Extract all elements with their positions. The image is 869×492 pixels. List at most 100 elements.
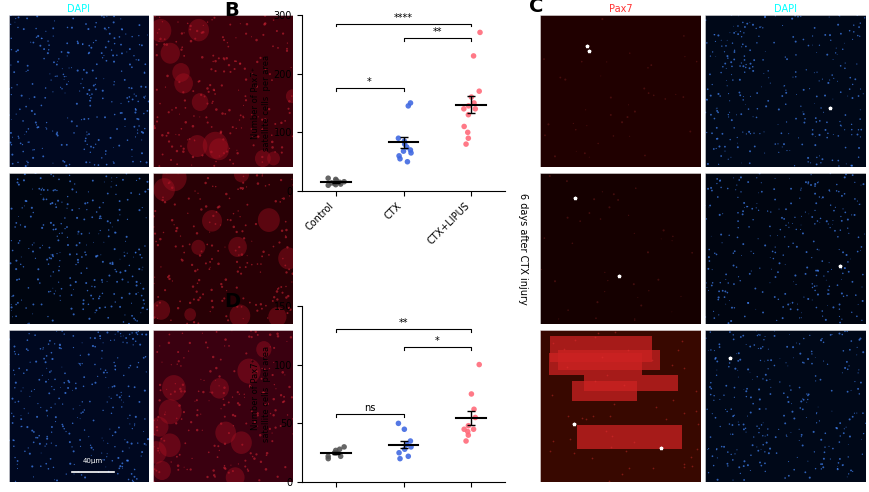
Point (156, 49, 169, 57)
Point (479, 268, 493, 276)
Point (457, 153, 471, 161)
Y-axis label: Number of Pax7⁺
satellite cells  per area: Number of Pax7⁺ satellite cells per area (251, 55, 270, 151)
Point (261, 116, 275, 124)
Point (391, 134, 405, 142)
Point (139, 171, 153, 179)
Point (733, 337, 747, 344)
Text: ****: **** (394, 13, 413, 23)
Point (766, 360, 779, 368)
Point (316, 26, 330, 33)
Point (800, 175, 814, 183)
Circle shape (202, 132, 228, 159)
Point (807, 75, 821, 83)
Point (400, 441, 414, 449)
Point (76, 23, 90, 31)
Point (153, 210, 167, 218)
Circle shape (145, 441, 166, 464)
Circle shape (209, 378, 229, 399)
Point (461, 102, 475, 110)
Point (355, 54, 369, 62)
Point (255, 190, 269, 198)
Point (471, 210, 485, 218)
Point (264, 144, 278, 152)
Point (402, 75, 416, 83)
Point (377, 208, 391, 215)
Title: Pax7: Pax7 (607, 4, 632, 14)
Circle shape (225, 467, 244, 488)
Point (393, 455, 407, 462)
Point (461, 422, 474, 430)
Point (289, 150, 303, 157)
Point (328, 181, 342, 188)
Point (456, 105, 470, 113)
Point (370, 64, 384, 72)
Point (247, 51, 261, 59)
Point (150, 240, 164, 248)
Point (541, 27, 554, 35)
Point (396, 147, 410, 155)
Point (329, 177, 343, 184)
Circle shape (187, 135, 207, 157)
Circle shape (286, 90, 298, 103)
Point (386, 0, 400, 2)
Circle shape (153, 178, 175, 201)
Point (459, 140, 473, 148)
Point (466, 425, 480, 433)
Text: **: ** (432, 28, 441, 37)
Point (459, 47, 473, 55)
Point (464, 93, 478, 101)
Point (631, 235, 645, 243)
Point (400, 143, 414, 151)
Point (726, 28, 740, 36)
Point (96, 65, 109, 73)
Point (415, 56, 429, 63)
Point (770, 340, 784, 348)
Circle shape (162, 375, 185, 400)
Circle shape (234, 166, 249, 183)
Circle shape (188, 19, 209, 41)
Point (112, 20, 126, 28)
Point (461, 128, 474, 136)
Point (321, 455, 335, 462)
Text: B: B (224, 0, 239, 20)
Point (704, 308, 718, 316)
Point (403, 443, 417, 451)
Point (765, 297, 779, 305)
Point (587, 225, 601, 233)
Circle shape (237, 359, 261, 384)
Point (565, 74, 579, 82)
Point (801, 63, 815, 71)
Point (152, 278, 166, 286)
Point (297, 355, 311, 363)
Point (586, 18, 600, 26)
Point (96, 119, 110, 127)
Circle shape (158, 399, 182, 424)
Circle shape (159, 433, 181, 457)
Point (578, 0, 592, 8)
Point (421, 7, 434, 15)
Point (98, 91, 112, 98)
Point (461, 428, 474, 435)
Point (569, 186, 583, 194)
Point (457, 425, 471, 433)
Point (776, 48, 790, 56)
Point (800, 105, 814, 113)
Point (748, 107, 762, 115)
Point (840, 108, 854, 116)
Circle shape (191, 93, 208, 111)
Point (467, 99, 481, 107)
Point (667, 242, 681, 249)
Point (780, 196, 794, 204)
Text: ns: ns (363, 403, 375, 413)
Point (747, 0, 761, 2)
Point (189, 24, 202, 32)
Point (442, 253, 456, 261)
Point (750, 58, 764, 65)
Point (237, 39, 251, 47)
Point (118, 76, 132, 84)
Point (842, 166, 856, 174)
Point (467, 405, 481, 413)
Circle shape (216, 422, 235, 444)
Point (706, 115, 720, 123)
Point (510, 387, 524, 395)
